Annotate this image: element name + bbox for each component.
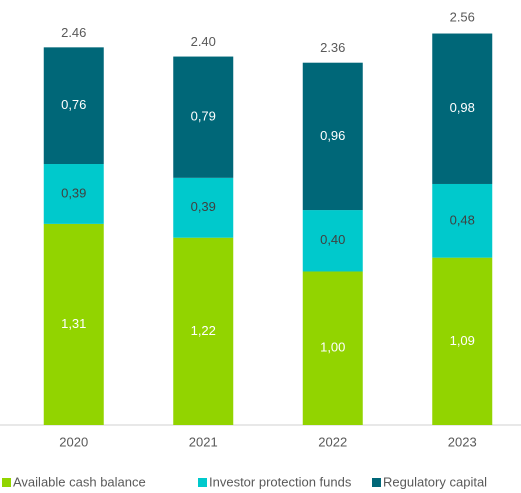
bar-segment bbox=[173, 177, 234, 238]
data-label: 0,76 bbox=[61, 97, 86, 112]
data-label: 0,39 bbox=[191, 199, 216, 214]
bar-segment bbox=[302, 62, 363, 211]
data-label: 1,31 bbox=[61, 316, 86, 331]
bar-segment bbox=[302, 210, 363, 272]
legend-label: Investor protection funds bbox=[209, 474, 352, 489]
legend-swatch bbox=[2, 478, 11, 487]
data-label: 1,22 bbox=[191, 323, 216, 338]
total-label: 2.40 bbox=[191, 34, 216, 49]
bar-segment bbox=[43, 164, 104, 224]
data-label: 1,00 bbox=[320, 340, 345, 355]
legend-label: Regulatory capital bbox=[383, 474, 487, 489]
bar-segment bbox=[432, 33, 493, 184]
bar-segment bbox=[432, 183, 493, 258]
x-tick-label: 2021 bbox=[189, 434, 218, 449]
data-label: 0,40 bbox=[320, 232, 345, 247]
legend-swatch bbox=[372, 478, 381, 487]
total-label: 2.56 bbox=[450, 9, 475, 24]
x-tick-label: 2023 bbox=[448, 434, 477, 449]
x-tick-label: 2020 bbox=[59, 434, 88, 449]
bar-segment bbox=[43, 223, 104, 425]
data-label: 0,79 bbox=[191, 109, 216, 124]
data-label: 0,39 bbox=[61, 185, 86, 200]
bar-segment bbox=[302, 271, 363, 425]
total-label: 2.36 bbox=[320, 40, 345, 55]
total-label: 2.46 bbox=[61, 25, 86, 40]
data-label: 0,98 bbox=[450, 100, 475, 115]
bar-segment bbox=[173, 237, 234, 425]
data-label: 1,09 bbox=[450, 333, 475, 348]
legend-swatch bbox=[198, 478, 207, 487]
data-label: 0,48 bbox=[450, 212, 475, 227]
bar-segment bbox=[173, 56, 234, 178]
bar-segment bbox=[432, 257, 493, 425]
bar-segment bbox=[43, 47, 104, 165]
data-label: 0,96 bbox=[320, 128, 345, 143]
x-tick-label: 2022 bbox=[318, 434, 347, 449]
legend-label: Available cash balance bbox=[13, 474, 146, 489]
